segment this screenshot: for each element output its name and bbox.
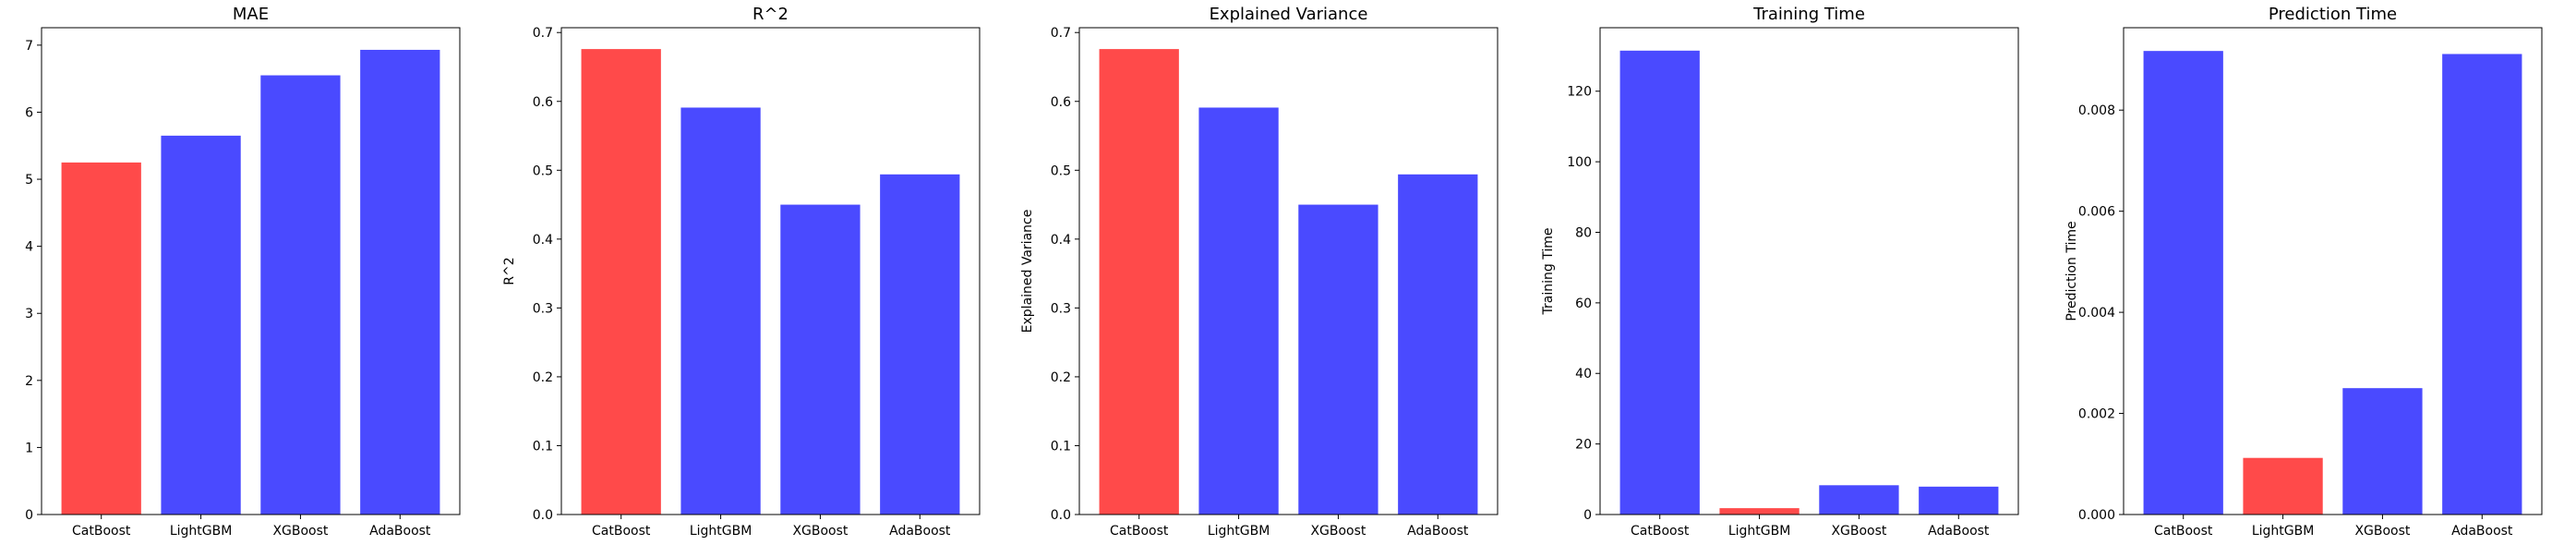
y-tick-label: 1 xyxy=(25,441,33,455)
y-tick-label: 5 xyxy=(25,173,33,188)
x-tick-label: XGBoost xyxy=(2354,524,2410,539)
bar xyxy=(61,162,141,515)
x-tick-label: CatBoost xyxy=(592,524,651,539)
x-tick-label: XGBoost xyxy=(272,524,328,539)
axes-frame xyxy=(560,27,981,515)
axes-frame xyxy=(2123,27,2543,515)
y-tick-label: 2 xyxy=(25,374,33,389)
bar xyxy=(1099,49,1179,515)
y-tick-label: 80 xyxy=(1575,225,1592,240)
y-tick-label: 0.000 xyxy=(2078,508,2115,523)
y-tick-label: 0.1 xyxy=(1051,439,1071,454)
bar xyxy=(1198,107,1279,515)
x-tick-label: LightGBM xyxy=(2252,524,2314,539)
chart-title: Prediction Time xyxy=(2269,5,2397,24)
y-axis-label: Training Time xyxy=(1541,228,1556,316)
axes-frame xyxy=(1599,27,2019,515)
y-tick-label: 120 xyxy=(1567,85,1592,100)
x-tick-label: AdaBoost xyxy=(1928,524,1990,539)
y-tick-label: 0.004 xyxy=(2078,306,2115,321)
bar xyxy=(2243,457,2323,515)
axes-frame xyxy=(41,27,461,515)
x-tick-label: CatBoost xyxy=(2154,524,2213,539)
y-tick-label: 6 xyxy=(25,105,33,120)
y-axis-label: R^2 xyxy=(502,257,517,285)
x-tick-label: LightGBM xyxy=(170,524,232,539)
y-tick-label: 0.5 xyxy=(533,164,553,178)
y-tick-label: 100 xyxy=(1567,155,1592,170)
y-tick-label: 0.4 xyxy=(1051,233,1071,248)
bar xyxy=(1819,485,1899,515)
chart-panel: CatBoost LightGBM XGBoost AdaBoost 0.000 0.00… xyxy=(2064,5,2543,539)
y-tick-label: 0.7 xyxy=(533,26,553,41)
y-tick-label: 0 xyxy=(1583,508,1592,523)
x-tick-label: AdaBoost xyxy=(1407,524,1469,539)
x-tick-label: AdaBoost xyxy=(2451,524,2513,539)
y-tick-label: 0.6 xyxy=(533,95,553,110)
y-tick-label: 20 xyxy=(1575,438,1592,453)
bar xyxy=(581,49,661,515)
y-axis-label: Explained Variance xyxy=(1020,210,1035,333)
y-tick-label: 0.008 xyxy=(2078,103,2115,118)
x-tick-label: XGBoost xyxy=(1310,524,1366,539)
bar xyxy=(1298,204,1378,515)
chart-panel: CatBoost LightGBM XGBoost AdaBoost 0 1 2 3 4 5 6 7 M… xyxy=(25,5,461,539)
bar xyxy=(1719,508,1800,515)
x-tick-label: LightGBM xyxy=(1208,524,1270,539)
chart-title: R^2 xyxy=(752,5,788,24)
y-tick-label: 4 xyxy=(25,240,33,255)
y-tick-label: 0.1 xyxy=(533,439,553,454)
y-tick-label: 3 xyxy=(25,307,33,321)
bar xyxy=(360,49,440,515)
y-tick-label: 60 xyxy=(1575,297,1592,311)
bar xyxy=(161,135,241,515)
chart-title: MAE xyxy=(233,5,269,24)
chart-panel: CatBoost LightGBM XGBoost AdaBoost 0.0 0.1 0.2… xyxy=(502,5,981,539)
y-axis-label: Prediction Time xyxy=(2064,221,2079,321)
y-tick-label: 0 xyxy=(25,508,33,523)
x-tick-label: CatBoost xyxy=(72,524,131,539)
chart-panel: CatBoost LightGBM XGBoost AdaBoost 0 20 40 60 80… xyxy=(1541,5,2019,539)
y-tick-label: 0.006 xyxy=(2078,205,2115,220)
bar xyxy=(1619,50,1700,515)
chart-title: Explained Variance xyxy=(1210,5,1368,24)
axes-frame xyxy=(1078,27,1499,515)
bar xyxy=(2442,54,2522,515)
y-tick-label: 0.3 xyxy=(1051,301,1071,316)
bar xyxy=(1919,486,1999,515)
bar xyxy=(780,204,861,515)
bar xyxy=(260,75,341,515)
x-tick-label: CatBoost xyxy=(1631,524,1690,539)
y-tick-label: 0.2 xyxy=(1051,370,1071,385)
y-tick-label: 0.2 xyxy=(533,370,553,385)
y-tick-label: 0.5 xyxy=(1051,164,1071,178)
y-tick-label: 0.6 xyxy=(1051,95,1071,110)
y-tick-label: 7 xyxy=(25,39,33,54)
x-tick-label: AdaBoost xyxy=(889,524,951,539)
y-tick-label: 0.7 xyxy=(1051,26,1071,41)
x-tick-label: LightGBM xyxy=(1728,524,1790,539)
bar xyxy=(680,107,761,515)
x-tick-label: AdaBoost xyxy=(369,524,431,539)
chart-title: Training Time xyxy=(1752,5,1865,24)
y-tick-label: 0.0 xyxy=(1051,508,1071,523)
bar xyxy=(2143,51,2223,515)
y-tick-label: 0.0 xyxy=(533,508,553,523)
bar xyxy=(2342,388,2423,515)
x-tick-label: LightGBM xyxy=(690,524,752,539)
chart-panel: CatBoost LightGBM XGBoost AdaBoost 0.0 0.1 0.2… xyxy=(1020,5,1499,539)
x-tick-label: CatBoost xyxy=(1110,524,1169,539)
y-tick-label: 0.3 xyxy=(533,301,553,316)
y-tick-label: 40 xyxy=(1575,367,1592,382)
x-tick-label: XGBoost xyxy=(792,524,848,539)
bar xyxy=(1398,174,1478,515)
bar xyxy=(880,174,960,515)
x-tick-label: XGBoost xyxy=(1831,524,1886,539)
y-tick-label: 0.002 xyxy=(2078,407,2115,422)
y-tick-label: 0.4 xyxy=(533,233,553,248)
